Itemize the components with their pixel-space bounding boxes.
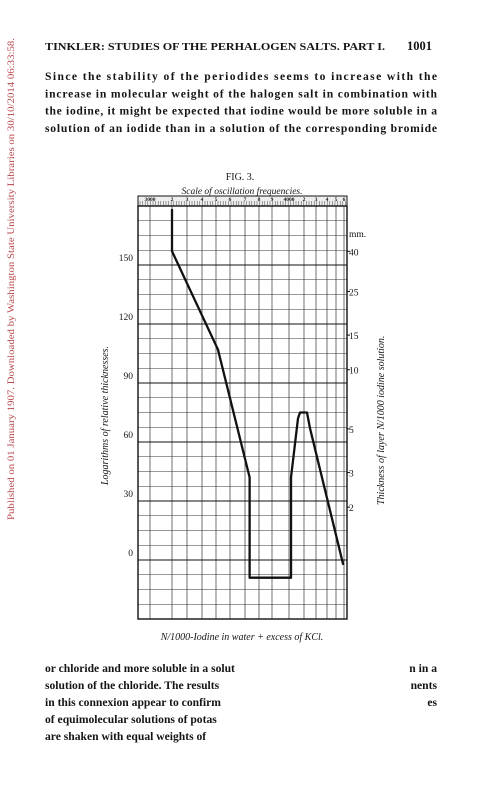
y-tick-label: 60: [124, 431, 134, 441]
y2-tick-label: 10: [349, 367, 359, 377]
chart-subtitle: Scale of oscillation frequencies.: [181, 186, 302, 197]
y2-tick-label: 15: [349, 332, 359, 342]
y2-tick-label: 5: [349, 426, 354, 436]
x-tick-label: 8: [258, 197, 261, 203]
y2-tick-label: 25: [349, 288, 359, 298]
x-tick-label: 3: [186, 197, 189, 203]
x-tick-label: 9: [271, 197, 274, 203]
y-tick-label: 90: [124, 372, 134, 382]
paragraph: Since the stability of the periodides se…: [45, 70, 438, 135]
y-tick-label: 0: [128, 549, 133, 559]
x-tick-label: 4: [201, 197, 204, 203]
x-tick-label: 6: [229, 197, 232, 203]
figure: Scale of oscillation frequencies. 3000 2 3 4…: [100, 186, 387, 643]
text-line: increase in molecular weight of the halo…: [45, 87, 438, 100]
x-tick-label: 5: [335, 197, 338, 203]
y-tick-label: 30: [124, 490, 134, 500]
x-tick-label: 2: [171, 197, 174, 203]
y2-unit: mm.: [349, 230, 366, 240]
plot-frame: [137, 205, 348, 620]
figure-label: FIG. 3.: [226, 172, 255, 183]
y2-tick-label: 40: [349, 248, 359, 258]
running-head: TINKLER: STUDIES OF THE PERHALOGEN SALTS…: [45, 42, 385, 53]
y2-tick-label: 3: [349, 470, 354, 480]
x-tick-label: 4000: [284, 197, 295, 203]
y-axis-title: Logarithms of relative thicknesses.: [100, 346, 111, 486]
y-tick-label: 150: [119, 254, 134, 264]
x-tick-label: 2: [303, 197, 306, 203]
x-tick-label: 6: [343, 197, 346, 203]
text-line: or chloride and more soluble in a solut: [45, 662, 235, 675]
x-tick-label: 7: [244, 197, 247, 203]
text-line: solution of an iodide than in a solution…: [45, 122, 437, 135]
text-line: Since the stability of the periodides se…: [45, 70, 437, 83]
x-tick-label: 3000: [145, 197, 156, 203]
x-tick-label: 3: [315, 197, 318, 203]
x-tick-label: 4: [326, 197, 329, 203]
x-tick-label: 5: [215, 197, 218, 203]
text-line: of equimolecular solutions of potas: [45, 713, 217, 726]
y-tick-label: 120: [119, 313, 134, 323]
text-fragment: n in a: [409, 662, 437, 675]
text-fragment: nents: [411, 679, 438, 692]
data-line: [170, 208, 345, 579]
continuation: or chloride and more soluble in a solut n…: [45, 662, 437, 743]
y2-tick-label: 2: [349, 504, 354, 514]
text-line: the iodine, it might be expected that io…: [45, 105, 437, 118]
text-fragment: es: [427, 696, 437, 709]
page-number: 1001: [407, 39, 432, 53]
text-line: are shaken with equal weights of: [45, 730, 206, 743]
y2-axis-title: Thickness of layer N/1000 iodine solutio…: [376, 336, 387, 505]
text-line: solution of the chloride. The results: [45, 679, 220, 692]
text-line: in this connexion appear to confirm: [45, 696, 221, 709]
sidebar-note: Published on 01 January 1907. Downloaded…: [6, 38, 17, 520]
x-axis-title: N/1000-Iodine in water + excess of KCl.: [160, 632, 324, 643]
